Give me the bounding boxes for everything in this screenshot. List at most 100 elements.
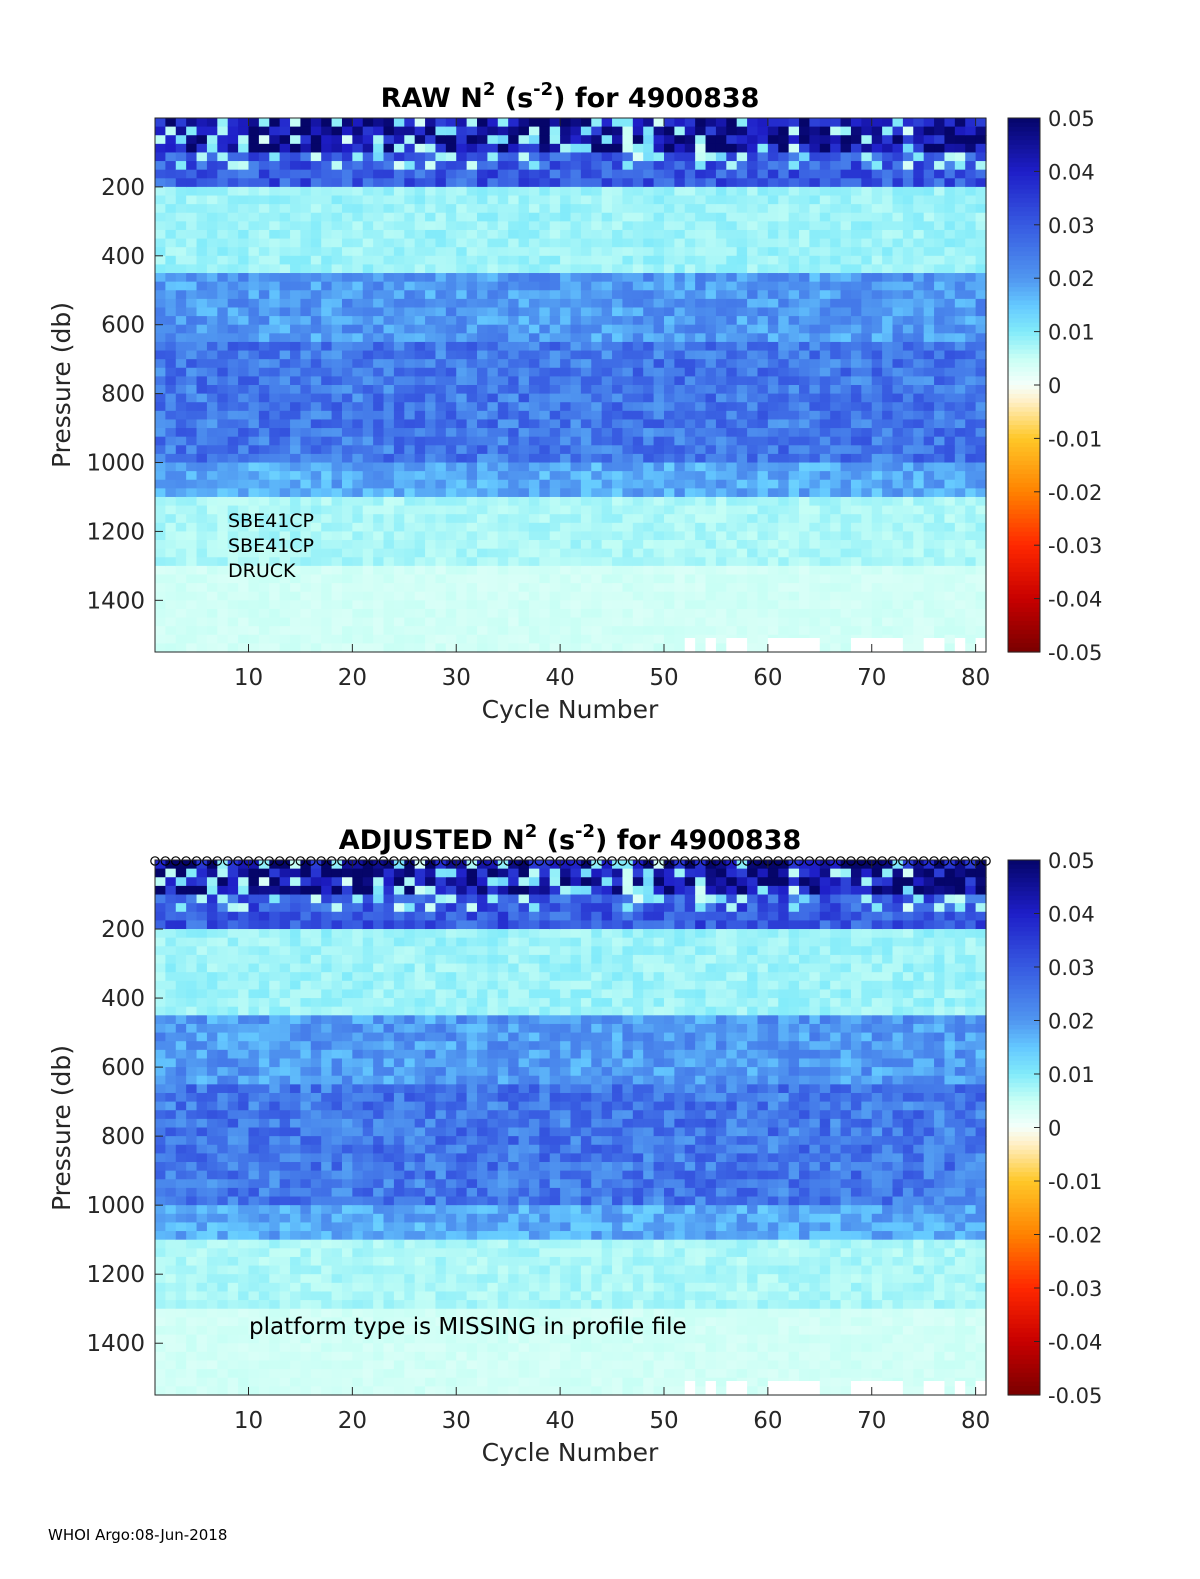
heatmap-cell — [976, 445, 987, 454]
heatmap-cell — [695, 325, 706, 334]
heatmap-cell — [602, 316, 613, 325]
heatmap-cell — [924, 204, 935, 213]
heatmap-cell — [820, 394, 831, 403]
heatmap-cell — [311, 239, 322, 248]
heatmap-cell — [872, 230, 883, 239]
heatmap-cell — [477, 187, 488, 196]
heatmap-cell — [373, 144, 384, 153]
heatmap-cell — [560, 557, 571, 566]
heatmap-cell — [155, 626, 166, 635]
heatmap-cell — [581, 428, 592, 437]
heatmap-cell — [622, 626, 633, 635]
heatmap-cell — [789, 325, 800, 334]
heatmap-cell — [487, 557, 498, 566]
heatmap-cell — [269, 196, 280, 205]
heatmap-cell — [674, 618, 685, 627]
heatmap-cell — [186, 170, 197, 179]
heatmap-cell — [332, 549, 343, 558]
heatmap-cell — [747, 196, 758, 205]
heatmap-cell — [384, 626, 395, 635]
heatmap-cell — [415, 127, 426, 136]
heatmap-cell — [830, 497, 841, 506]
heatmap-cell — [872, 299, 883, 308]
heatmap-cell — [612, 135, 623, 144]
heatmap-cell — [300, 118, 311, 127]
heatmap-cell — [622, 574, 633, 583]
heatmap-cell — [882, 488, 893, 497]
heatmap-cell — [425, 471, 436, 480]
heatmap-cell — [384, 463, 395, 472]
heatmap-cell — [965, 574, 976, 583]
heatmap-cell — [872, 316, 883, 325]
heatmap-cell — [363, 618, 374, 627]
heatmap-cell — [519, 445, 530, 454]
heatmap-cell — [820, 368, 831, 377]
heatmap-cell — [934, 239, 945, 248]
heatmap-cell — [352, 152, 363, 161]
heatmap-cell — [456, 221, 467, 230]
heatmap-cell — [924, 376, 935, 385]
heatmap-cell — [861, 497, 872, 506]
heatmap-cell — [384, 385, 395, 394]
heatmap-cell — [872, 428, 883, 437]
heatmap-cell — [435, 471, 446, 480]
heatmap-cell — [477, 230, 488, 239]
heatmap-cell — [882, 368, 893, 377]
x-tick-label: 60 — [753, 665, 782, 691]
heatmap-cell — [415, 376, 426, 385]
heatmap-cell — [789, 127, 800, 136]
heatmap-cell — [415, 411, 426, 420]
heatmap-cell — [363, 152, 374, 161]
heatmap-cell — [238, 135, 249, 144]
heatmap-cell — [757, 325, 768, 334]
heatmap-cell — [861, 359, 872, 368]
heatmap-cell — [976, 626, 987, 635]
heatmap-cell — [716, 256, 727, 265]
heatmap-cell — [311, 394, 322, 403]
heatmap-cell — [373, 497, 384, 506]
heatmap-cell — [207, 419, 218, 428]
heatmap-cell — [425, 454, 436, 463]
heatmap-cell — [799, 264, 810, 273]
heatmap-cell — [706, 290, 717, 299]
heatmap-cell — [508, 135, 519, 144]
heatmap-cell — [830, 204, 841, 213]
heatmap-cell — [342, 454, 353, 463]
heatmap-cell — [820, 256, 831, 265]
heatmap-cell — [747, 463, 758, 472]
heatmap-cell — [217, 187, 228, 196]
heatmap-cell — [664, 187, 675, 196]
heatmap-cell — [944, 264, 955, 273]
heatmap-cell — [664, 264, 675, 273]
heatmap-cell — [851, 540, 862, 549]
heatmap-cell — [186, 368, 197, 377]
heatmap-cell — [238, 342, 249, 351]
heatmap-cell — [924, 187, 935, 196]
heatmap-cell — [622, 600, 633, 609]
heatmap-cell — [332, 333, 343, 342]
heatmap-cell — [290, 333, 301, 342]
heatmap-cell — [477, 118, 488, 127]
heatmap-cell — [861, 247, 872, 256]
heatmap-cell — [924, 351, 935, 360]
heatmap-cell — [373, 299, 384, 308]
heatmap-cell — [487, 299, 498, 308]
heatmap-cell — [539, 299, 550, 308]
heatmap-cell — [280, 213, 291, 222]
heatmap-cell — [789, 480, 800, 489]
heatmap-cell — [602, 299, 613, 308]
heatmap-cell — [248, 316, 259, 325]
heatmap-cell — [944, 359, 955, 368]
heatmap-cell — [363, 325, 374, 334]
heatmap-cell — [903, 471, 914, 480]
heatmap-cell — [716, 618, 727, 627]
heatmap-cell — [747, 480, 758, 489]
heatmap-cell — [799, 213, 810, 222]
heatmap-cell — [539, 428, 550, 437]
heatmap-cell — [446, 557, 457, 566]
heatmap-cell — [633, 454, 644, 463]
heatmap-cell — [965, 127, 976, 136]
heatmap-cell — [726, 592, 737, 601]
heatmap-cell — [280, 264, 291, 273]
heatmap-cell — [737, 454, 748, 463]
